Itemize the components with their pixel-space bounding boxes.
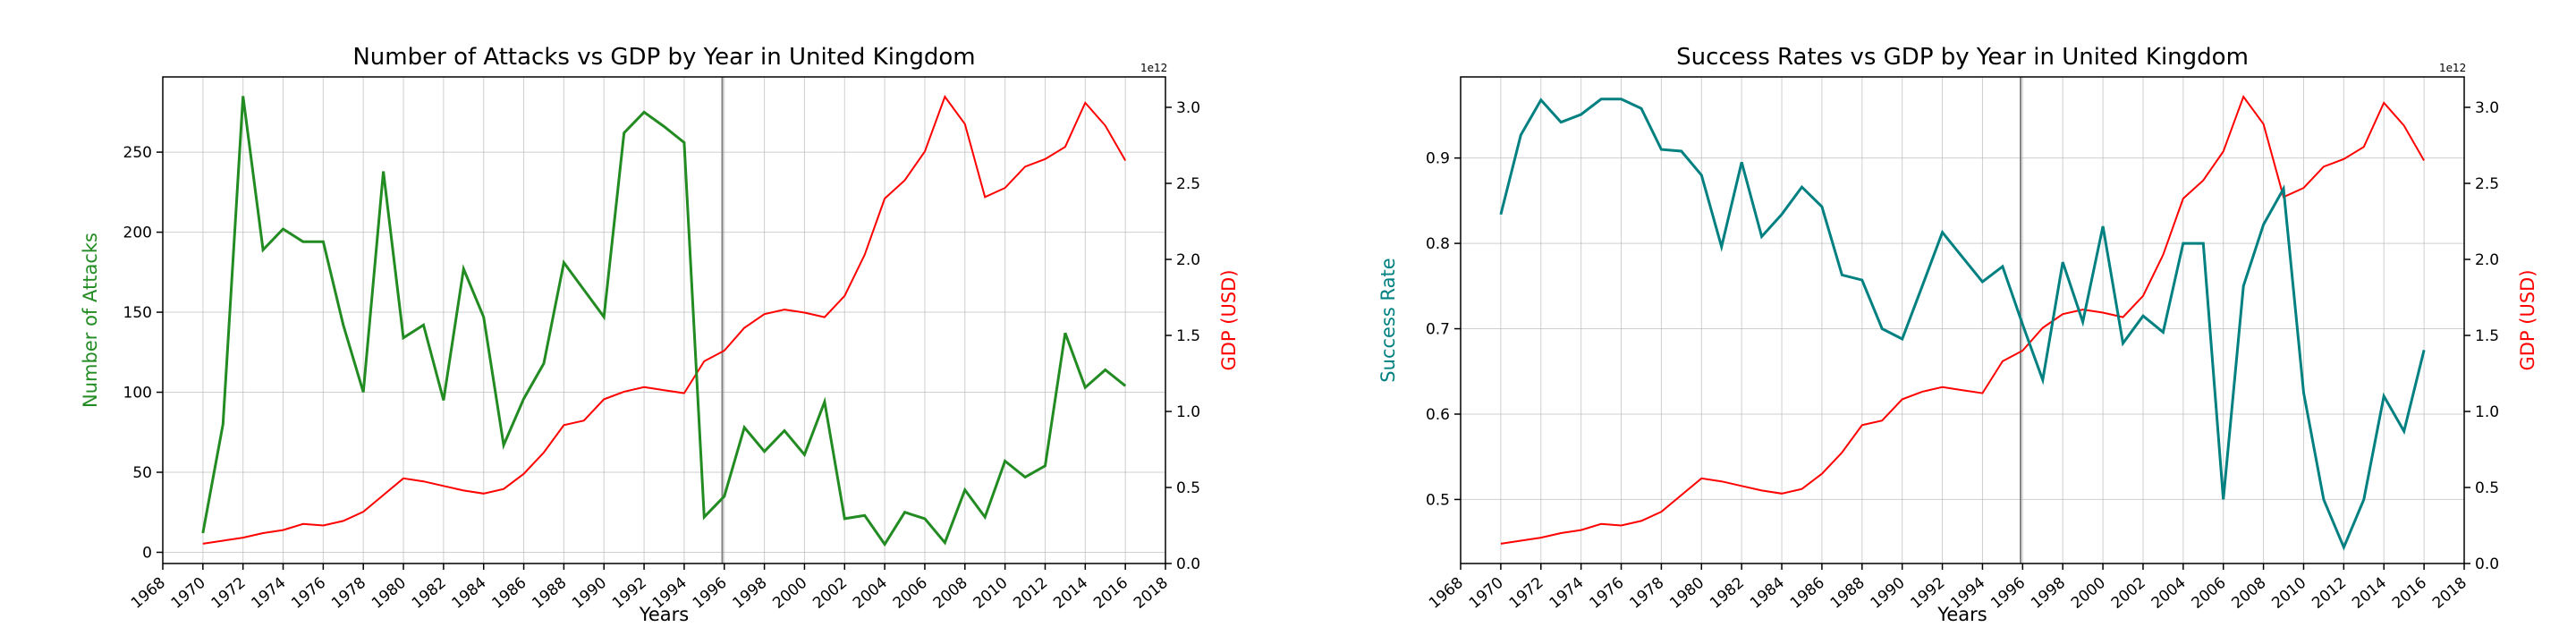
y-tick-label: 0 — [142, 544, 152, 562]
y-tick-label: 0.6 — [1426, 406, 1450, 424]
x-tick-label: 1990 — [1868, 574, 1909, 613]
x-tick-label: 2000 — [2068, 574, 2109, 613]
y2-tick-label: 3.0 — [2475, 99, 2499, 117]
chart-title: Number of Attacks vs GDP by Year in Unit… — [352, 44, 975, 71]
y2-tick-label: 0.0 — [1176, 555, 1200, 573]
x-tick-label: 2002 — [2108, 574, 2149, 613]
x-tick-label: 1996 — [1987, 574, 2029, 613]
x-tick-label: 1984 — [449, 574, 490, 613]
y2-tick-label: 1.5 — [2475, 327, 2499, 345]
y2-tick-label: 3.0 — [1176, 99, 1200, 117]
x-tick-label: 1998 — [730, 574, 771, 613]
x-tick-label: 1988 — [529, 574, 570, 613]
x-tick-label: 2012 — [2309, 574, 2350, 613]
chart-panel-2: 1968197019721974197619781980198219841986… — [1377, 44, 2538, 625]
x-tick-label: 2010 — [2268, 574, 2309, 613]
y-tick-label: 200 — [123, 225, 152, 242]
y-axis-label: Number of Attacks — [80, 233, 101, 408]
y2-tick-label: 0.0 — [2475, 555, 2499, 573]
x-tick-label: 2006 — [2189, 574, 2230, 613]
x-tick-label: 2014 — [1050, 574, 1091, 613]
y-tick-label: 0.9 — [1426, 150, 1450, 168]
x-axis-label: Years — [639, 604, 689, 625]
x-tick-label: 2018 — [1131, 574, 1172, 613]
x-tick-label: 2008 — [930, 574, 971, 613]
y-axis-right: 0.0 0.5 1.0 1.5 2.0 2.5 3.0 1e12 — [1140, 62, 1200, 573]
x-tick-label: 2016 — [2389, 574, 2430, 613]
x-tick-label: 1968 — [1426, 574, 1467, 613]
y2-offset-label: 1e12 — [2439, 62, 2466, 74]
grid — [1460, 77, 2465, 564]
x-tick-label: 1978 — [1626, 574, 1667, 613]
plot-frame — [162, 76, 1166, 564]
x-tick-label: 1974 — [248, 574, 289, 613]
y-tick-label: 0.5 — [1426, 491, 1450, 509]
y2-tick-label: 2.5 — [2475, 175, 2499, 193]
x-tick-label: 1980 — [1666, 574, 1707, 613]
series-line-gdp — [1500, 95, 2425, 545]
x-tick-label: 1972 — [208, 574, 250, 613]
y2-tick-label: 0.5 — [2475, 479, 2499, 497]
x-tick-label: 1984 — [1747, 574, 1788, 613]
grid — [162, 77, 1166, 564]
x-tick-label: 2014 — [2349, 574, 2390, 613]
x-tick-label: 2010 — [970, 574, 1012, 613]
y2-tick-label: 1.0 — [2475, 403, 2499, 421]
y2-tick-label: 2.5 — [1176, 175, 1200, 193]
x-tick-label: 1982 — [409, 574, 450, 613]
x-tick-label: 1970 — [1466, 574, 1507, 613]
y2-axis-label: GDP (USD) — [2517, 269, 2538, 370]
y-axis-right: 0.0 0.5 1.0 1.5 2.0 2.5 3.0 1e12 — [2439, 62, 2499, 573]
x-tick-label: 1986 — [488, 574, 530, 613]
x-tick-label: 2012 — [1010, 574, 1051, 613]
y-tick-label: 150 — [123, 304, 152, 322]
x-tick-label: 2016 — [1090, 574, 1131, 613]
x-axis-label: Years — [1936, 604, 1987, 625]
y-axis-label: Success Rate — [1377, 258, 1399, 382]
x-tick-label: 1998 — [2028, 574, 2069, 613]
x-tick-label: 1974 — [1546, 574, 1588, 613]
x-tick-label: 1982 — [1707, 574, 1748, 613]
y-axis-left: 0.5 0.6 0.7 0.8 0.9 — [1426, 150, 1461, 509]
series-line-gdp — [202, 95, 1127, 545]
x-tick-label: 1996 — [690, 574, 731, 613]
chart-panel-1: 1968197019721974197619781980198219841986… — [80, 44, 1240, 625]
x-tick-label: 1986 — [1787, 574, 1828, 613]
x-tick-label: 1972 — [1506, 574, 1547, 613]
x-tick-label: 1988 — [1827, 574, 1868, 613]
y-tick-label: 50 — [132, 464, 152, 482]
y-tick-label: 0.8 — [1426, 235, 1450, 253]
y2-axis-label: GDP (USD) — [1218, 269, 1240, 370]
x-tick-label: 1978 — [328, 574, 369, 613]
x-tick-label: 2002 — [809, 574, 851, 613]
x-tick-label: 2000 — [769, 574, 810, 613]
x-tick-label: 2004 — [2148, 574, 2190, 613]
x-tick-label: 2006 — [890, 574, 931, 613]
y2-tick-label: 1.0 — [1176, 403, 1200, 421]
series-line-primary — [1499, 97, 2426, 551]
y-tick-label: 0.7 — [1426, 321, 1450, 339]
chart-title: Success Rates vs GDP by Year in United K… — [1676, 44, 2249, 71]
y2-offset-label: 1e12 — [1140, 62, 1167, 74]
y2-tick-label: 2.0 — [2475, 251, 2499, 269]
series-line-primary — [201, 96, 1127, 547]
x-tick-label: 2004 — [850, 574, 891, 613]
y-tick-label: 100 — [123, 385, 152, 402]
y2-tick-label: 1.5 — [1176, 327, 1200, 345]
y2-tick-label: 2.0 — [1176, 251, 1200, 269]
plot-frame — [1460, 76, 2465, 564]
y2-tick-label: 0.5 — [1176, 479, 1200, 497]
y-tick-label: 250 — [123, 144, 152, 162]
x-tick-label: 1976 — [1586, 574, 1627, 613]
x-tick-label: 2008 — [2229, 574, 2270, 613]
x-tick-label: 2018 — [2429, 574, 2470, 613]
x-tick-label: 1980 — [369, 574, 410, 613]
x-tick-label: 1976 — [288, 574, 329, 613]
x-tick-label: 1990 — [569, 574, 610, 613]
x-tick-label: 1970 — [168, 574, 209, 613]
x-tick-label: 1968 — [128, 574, 169, 613]
y-axis-left: 0 50 100 150 200 250 — [123, 144, 163, 562]
